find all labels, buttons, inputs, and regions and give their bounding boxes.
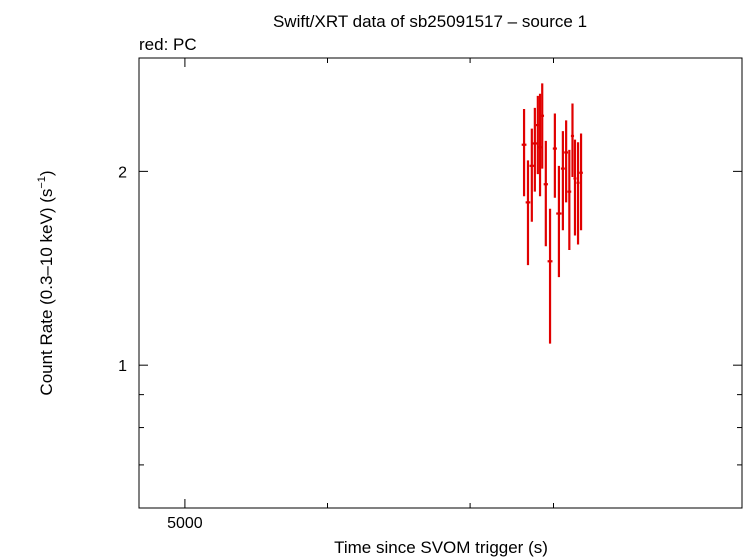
y-axis-label-end: ) (37, 170, 56, 176)
data-point (540, 83, 545, 169)
data-point (576, 142, 580, 245)
data-point (564, 120, 569, 203)
data-point (547, 208, 553, 344)
chart-title: Swift/XRT data of sb25091517 – source 1 (273, 12, 587, 31)
data-point (532, 107, 538, 192)
data-point (567, 149, 572, 250)
data-point (543, 140, 548, 247)
data-point (529, 128, 535, 222)
data-point (579, 133, 583, 231)
y-tick-label: 1 (118, 358, 127, 375)
axis-tick-labels: 5000 1 2 (118, 164, 203, 532)
y-tick-label: 2 (118, 164, 127, 181)
data-point (573, 139, 577, 236)
data-point (570, 103, 575, 178)
y-axis-label: Count Rate (0.3–10 keV) (s−1) (36, 170, 56, 395)
data-point (556, 165, 562, 278)
y-axis-label-main: Count Rate (0.3–10 keV) (s (37, 189, 56, 396)
axis-ticks (139, 57, 742, 508)
plot-frame (138, 57, 743, 509)
chart-subtitle: red: PC (139, 35, 197, 54)
data-point (525, 160, 531, 266)
data-points (521, 83, 583, 344)
data-point (552, 113, 557, 198)
data-point (521, 108, 527, 197)
data-point (560, 131, 565, 231)
x-axis-label: Time since SVOM trigger (s) (334, 538, 548, 557)
y-axis-label-sup: −1 (36, 176, 48, 189)
x-tick-label: 5000 (167, 515, 203, 532)
